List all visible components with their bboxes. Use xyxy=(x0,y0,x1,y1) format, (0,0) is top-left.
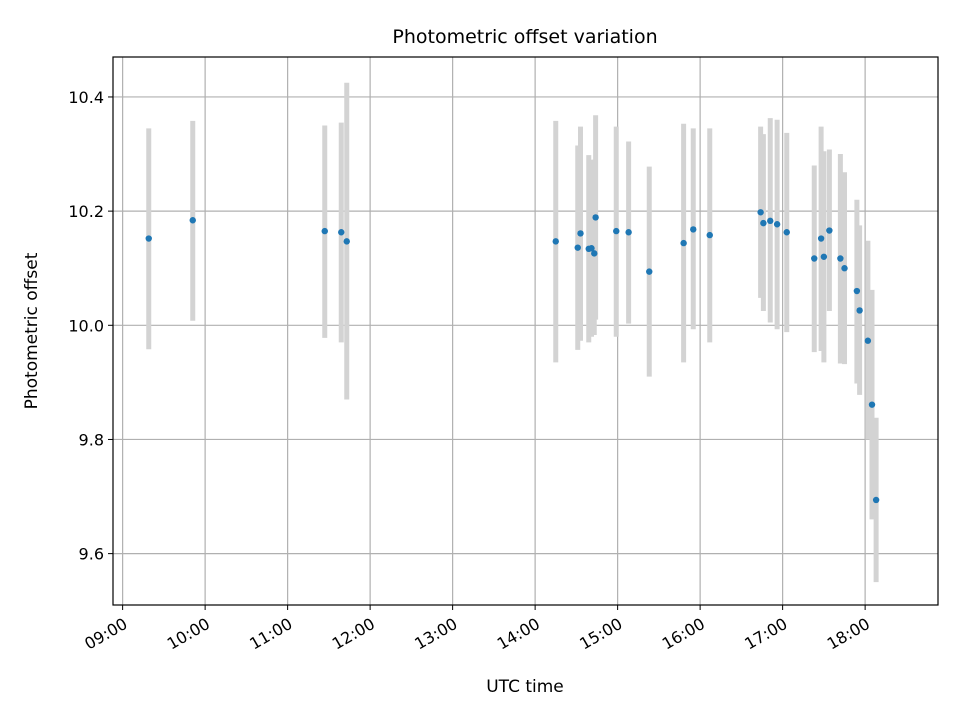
data-point xyxy=(145,235,152,242)
data-point xyxy=(646,268,653,275)
data-point xyxy=(574,244,581,251)
grid xyxy=(113,57,938,605)
data-point xyxy=(577,230,584,237)
data-point xyxy=(841,265,848,272)
data-point xyxy=(853,287,861,295)
data-point xyxy=(613,227,620,235)
data-point xyxy=(817,235,825,242)
data-point xyxy=(189,217,196,224)
chart-title: Photometric offset variation xyxy=(392,26,657,48)
data-point xyxy=(592,214,599,221)
x-axis-label: UTC time xyxy=(486,677,564,697)
data-point xyxy=(811,255,818,262)
data-point xyxy=(706,231,713,239)
data-point xyxy=(343,238,350,245)
y-axis-ticks: 9.6 9.8 10.0 10.2 10.4 xyxy=(68,88,113,564)
data-point xyxy=(588,245,595,252)
plot-frame xyxy=(112,56,939,606)
data-points xyxy=(145,209,880,504)
y-axis-label: Photometric offset xyxy=(22,252,42,409)
data-point xyxy=(856,307,863,314)
data-point xyxy=(591,250,598,257)
data-point xyxy=(690,226,697,233)
data-point xyxy=(680,239,687,247)
y-tick-label: 10.2 xyxy=(68,202,104,221)
y-tick-label: 10.4 xyxy=(68,88,104,107)
data-point xyxy=(773,221,781,228)
data-point xyxy=(837,255,844,262)
data-point xyxy=(820,253,828,260)
data-point xyxy=(783,229,790,236)
y-tick-label: 9.8 xyxy=(79,430,104,449)
data-point xyxy=(868,401,876,408)
data-point xyxy=(864,337,872,344)
data-point xyxy=(826,227,833,234)
data-point xyxy=(760,219,767,227)
data-point xyxy=(767,217,774,225)
data-point xyxy=(321,227,328,235)
data-point xyxy=(338,229,345,236)
data-point xyxy=(872,496,880,504)
y-tick-label: 9.6 xyxy=(79,545,104,564)
data-point xyxy=(552,238,559,245)
data-point xyxy=(757,209,764,216)
y-tick-label: 10.0 xyxy=(68,316,104,335)
data-point xyxy=(625,229,632,236)
